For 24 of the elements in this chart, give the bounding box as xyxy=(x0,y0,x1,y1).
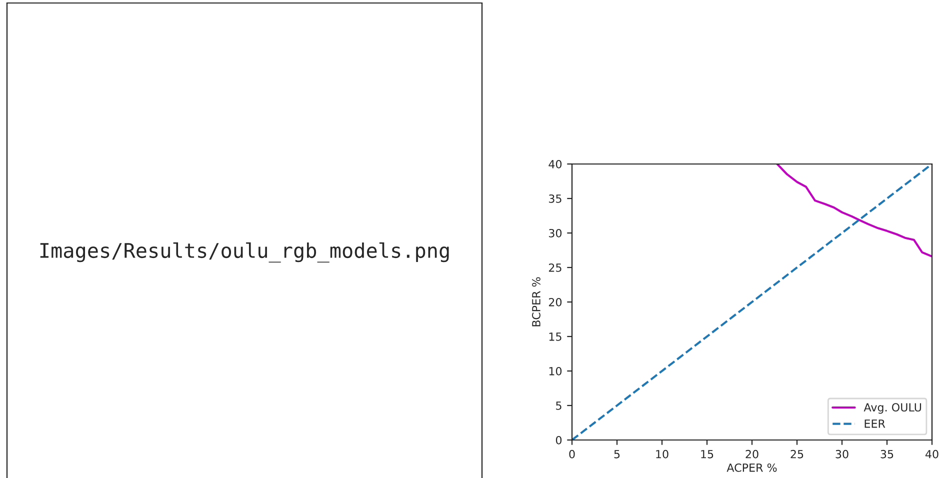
x-tick-label: 15 xyxy=(701,450,714,458)
y-tick-label: 30 xyxy=(548,228,562,238)
x-tick-label: 25 xyxy=(790,450,804,458)
y-tick-label: 15 xyxy=(549,332,562,341)
y-tick-label: 0 xyxy=(556,436,562,444)
line-series xyxy=(776,164,932,258)
x-tick-label: 5 xyxy=(614,450,620,458)
x-tick-label: 10 xyxy=(656,450,668,458)
y-tick-label: 10 xyxy=(549,366,562,376)
x-axis-title: ACPER % xyxy=(726,463,777,472)
y-tick-label: 25 xyxy=(548,263,562,272)
text: Images/Results/oulu_rgb_models.png xyxy=(40,242,449,263)
x-tick-label: 35 xyxy=(880,450,894,458)
legend-label: EER xyxy=(864,420,886,428)
x-tick-label: 30 xyxy=(836,450,848,458)
y-tick-label: 40 xyxy=(548,160,562,168)
x-tick-label: 0 xyxy=(569,450,575,458)
y-tick-label: 35 xyxy=(548,194,562,203)
x-tick-label: 40 xyxy=(925,450,938,458)
y-axis-title: BCPER % xyxy=(532,277,540,326)
y-tick-label: 20 xyxy=(548,298,562,306)
legend-label: Avg. OULU xyxy=(864,403,922,414)
y-tick-label: 5 xyxy=(556,402,562,410)
x-tick-label: 20 xyxy=(746,450,758,458)
